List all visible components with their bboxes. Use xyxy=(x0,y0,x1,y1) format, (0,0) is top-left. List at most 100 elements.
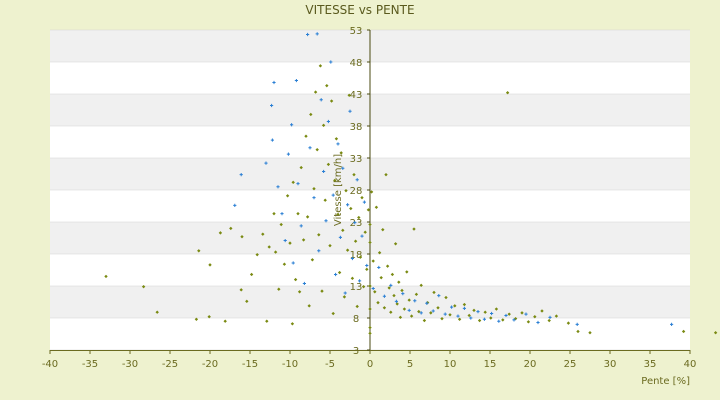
data-point xyxy=(264,161,268,165)
data-point xyxy=(450,305,454,309)
data-point xyxy=(382,294,386,298)
x-tick-label: 20 xyxy=(524,359,537,370)
x-tick-label: 0 xyxy=(367,359,373,370)
y-tick-label: 38 xyxy=(350,122,363,133)
x-tick-label: 10 xyxy=(444,359,457,370)
data-point xyxy=(389,283,393,287)
data-point xyxy=(309,112,313,117)
y-tick-label: 28 xyxy=(350,186,363,197)
data-point xyxy=(524,312,528,316)
data-point xyxy=(462,306,466,310)
x-tick-label: -25 xyxy=(162,359,178,370)
data-point xyxy=(512,318,516,322)
x-tick-label: 5 xyxy=(407,359,413,370)
data-point xyxy=(239,173,243,177)
data-point xyxy=(197,249,201,253)
data-point xyxy=(533,315,537,319)
data-point xyxy=(223,319,227,323)
data-point xyxy=(208,263,212,267)
data-point xyxy=(270,138,274,142)
data-point xyxy=(588,331,592,335)
data-point xyxy=(349,206,353,211)
data-point xyxy=(317,249,321,253)
data-point xyxy=(670,322,674,326)
data-point xyxy=(324,219,328,223)
data-point xyxy=(365,263,369,268)
data-point xyxy=(286,152,290,156)
data-point xyxy=(326,162,331,167)
data-point xyxy=(362,200,366,204)
data-point xyxy=(207,315,211,319)
data-point xyxy=(317,233,321,237)
data-point xyxy=(270,103,274,108)
data-point xyxy=(312,196,316,200)
data-point xyxy=(261,232,265,236)
data-point xyxy=(326,119,330,124)
tick-labels: -40 -35 -30 -25 -20 -15 -10 -5 0 5 10 15 20 25 30 35 40 3… xyxy=(42,26,697,370)
data-point xyxy=(548,315,552,319)
data-point xyxy=(294,78,298,83)
data-point xyxy=(346,203,350,207)
data-point xyxy=(276,185,280,189)
data-point xyxy=(245,299,249,304)
data-point xyxy=(338,235,342,239)
data-point xyxy=(249,272,254,277)
data-point xyxy=(419,311,423,315)
data-point xyxy=(490,311,494,316)
data-point xyxy=(413,299,417,303)
data-point xyxy=(576,329,580,334)
data-point xyxy=(366,208,371,212)
y-tick-label: 43 xyxy=(350,90,363,101)
data-point xyxy=(355,178,359,182)
x-tick-label: -35 xyxy=(82,359,98,370)
data-point xyxy=(536,320,540,325)
x-tick-label: -5 xyxy=(325,359,335,370)
x-tick-label: -30 xyxy=(122,359,138,370)
data-point xyxy=(437,294,441,298)
data-point xyxy=(299,224,303,228)
data-point xyxy=(407,308,411,312)
data-point xyxy=(308,146,312,150)
data-point xyxy=(350,256,354,261)
data-point xyxy=(336,142,340,146)
data-point xyxy=(319,98,323,102)
data-point xyxy=(443,312,447,316)
data-point xyxy=(374,205,379,209)
x-tick-label: 25 xyxy=(564,359,577,370)
data-point xyxy=(358,279,362,283)
data-point xyxy=(456,314,460,318)
data-point xyxy=(321,123,326,128)
data-point xyxy=(272,80,276,85)
y-tick-label: 8 xyxy=(353,314,359,325)
data-point xyxy=(341,228,345,233)
data-point xyxy=(343,291,347,295)
data-point xyxy=(401,292,405,296)
x-tick-label: -20 xyxy=(202,359,218,370)
data-point xyxy=(713,331,718,335)
data-point xyxy=(296,182,300,186)
data-point xyxy=(325,83,329,88)
data-point xyxy=(333,178,337,183)
data-point xyxy=(347,93,351,97)
data-point xyxy=(381,227,385,232)
data-point xyxy=(331,193,335,197)
data-point xyxy=(334,137,339,141)
x-tick-label: -40 xyxy=(42,359,58,370)
data-point xyxy=(240,235,244,239)
data-point xyxy=(357,215,361,220)
data-point xyxy=(302,281,306,286)
x-tick-label: 40 xyxy=(684,359,697,370)
data-point xyxy=(476,310,480,314)
data-point xyxy=(431,309,435,313)
x-tick-label: 15 xyxy=(484,359,497,370)
data-point xyxy=(547,318,551,323)
y-tick-label: 3 xyxy=(353,346,359,357)
data-point xyxy=(306,32,310,37)
data-point xyxy=(280,212,284,216)
data-point xyxy=(371,286,375,291)
data-point xyxy=(504,313,508,318)
data-point xyxy=(315,32,319,36)
y-tick-label: 48 xyxy=(350,58,363,69)
data-point xyxy=(322,169,326,174)
